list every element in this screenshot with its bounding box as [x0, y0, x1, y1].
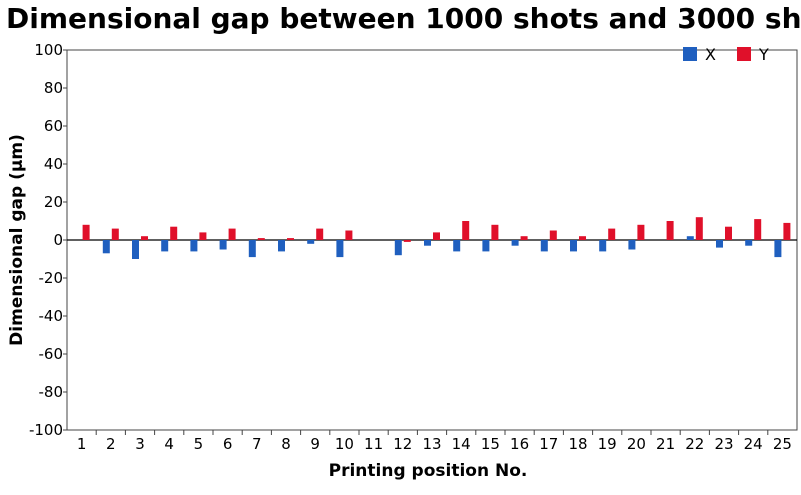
x-tick-label: 19 [598, 435, 617, 453]
x-tick-label: 1 [77, 435, 87, 453]
x-tick-label: 5 [194, 435, 204, 453]
bar-y-25 [783, 222, 791, 240]
bar-y-4 [170, 226, 178, 240]
bar-y-9 [316, 228, 324, 240]
bar-y-15 [491, 224, 499, 240]
bar-y-10 [345, 230, 353, 240]
bar-y-7 [257, 238, 265, 240]
x-tick-label: 7 [252, 435, 262, 453]
bar-y-23 [725, 226, 732, 240]
bar-x-6 [219, 240, 227, 250]
bar-x-22 [686, 236, 694, 240]
bar-x-14 [453, 240, 461, 252]
bar-y-1 [82, 224, 90, 240]
x-tick-label: 18 [568, 435, 587, 453]
y-tick-label: -100 [29, 421, 63, 439]
bar-y-18 [579, 236, 586, 240]
x-tick-label: 14 [452, 435, 471, 453]
bar-x-23 [716, 240, 723, 248]
y-tick-label: -40 [39, 307, 64, 325]
x-tick-label: 13 [422, 435, 441, 453]
bar-y-14 [462, 221, 470, 240]
x-tick-label: 10 [335, 435, 354, 453]
bar-y-2 [111, 228, 119, 240]
legend-label-x: X [705, 45, 716, 64]
x-tick-label: 8 [281, 435, 291, 453]
bar-x-3 [132, 240, 139, 259]
bar-y-24 [754, 219, 762, 240]
bar-x-18 [570, 240, 577, 252]
x-tick-label: 9 [310, 435, 320, 453]
bar-y-19 [608, 228, 616, 240]
x-axis-title: Printing position No. [329, 461, 528, 481]
x-tick-label: 21 [656, 435, 675, 453]
y-tick-label: 100 [34, 41, 63, 59]
bar-x-13 [424, 240, 431, 246]
bar-y-20 [637, 224, 645, 240]
x-tick-label: 23 [714, 435, 733, 453]
y-tick-label: -80 [39, 383, 64, 401]
bar-y-8 [287, 238, 294, 240]
bar-y-6 [228, 228, 236, 240]
chart-title: Dimensional gap between 1000 shots and 3… [6, 2, 801, 35]
bar-x-25 [774, 240, 782, 258]
x-tick-label: 20 [627, 435, 646, 453]
legend-swatch-x [683, 47, 697, 61]
x-tick-label: 12 [393, 435, 412, 453]
bar-y-13 [433, 232, 440, 240]
x-tick-label: 24 [744, 435, 763, 453]
bar-x-4 [161, 240, 169, 252]
bar-x-24 [745, 240, 753, 246]
bar-y-22 [695, 217, 703, 240]
bar-x-10 [336, 240, 344, 258]
legend-swatch-y [737, 47, 751, 61]
x-tick-label: 22 [685, 435, 704, 453]
y-tick-label: 0 [53, 231, 63, 249]
x-tick-label: 4 [164, 435, 174, 453]
bar-y-12 [403, 240, 411, 242]
bar-x-9 [307, 240, 315, 244]
bar-y-5 [199, 232, 207, 240]
x-tick-label: 6 [223, 435, 233, 453]
legend-label-y: Y [758, 45, 769, 64]
x-tick-label: 25 [773, 435, 792, 453]
bar-x-2 [102, 240, 110, 254]
bar-x-7 [248, 240, 256, 258]
bar-x-8 [278, 240, 285, 252]
y-tick-label: -60 [39, 345, 64, 363]
bar-x-19 [599, 240, 607, 252]
x-tick-label: 11 [364, 435, 383, 453]
bar-x-16 [511, 240, 519, 246]
x-tick-label: 17 [539, 435, 558, 453]
y-tick-label: 80 [44, 79, 63, 97]
y-tick-label: -20 [39, 269, 64, 287]
y-tick-label: 40 [44, 155, 63, 173]
y-tick-label: 20 [44, 193, 63, 211]
bar-x-5 [190, 240, 198, 252]
x-tick-label: 2 [106, 435, 116, 453]
bar-x-12 [394, 240, 402, 256]
x-tick-label: 16 [510, 435, 529, 453]
x-tick-label: 15 [481, 435, 500, 453]
y-axis-title: Dimensional gap (μm) [7, 134, 27, 346]
bar-y-21 [666, 221, 674, 240]
bar-x-17 [540, 240, 548, 252]
bar-y-3 [141, 236, 148, 240]
bar-x-20 [628, 240, 636, 250]
y-tick-label: 60 [44, 117, 63, 135]
bar-y-17 [549, 230, 557, 240]
bar-x-15 [482, 240, 490, 252]
bar-y-16 [520, 236, 528, 240]
x-tick-label: 3 [135, 435, 145, 453]
